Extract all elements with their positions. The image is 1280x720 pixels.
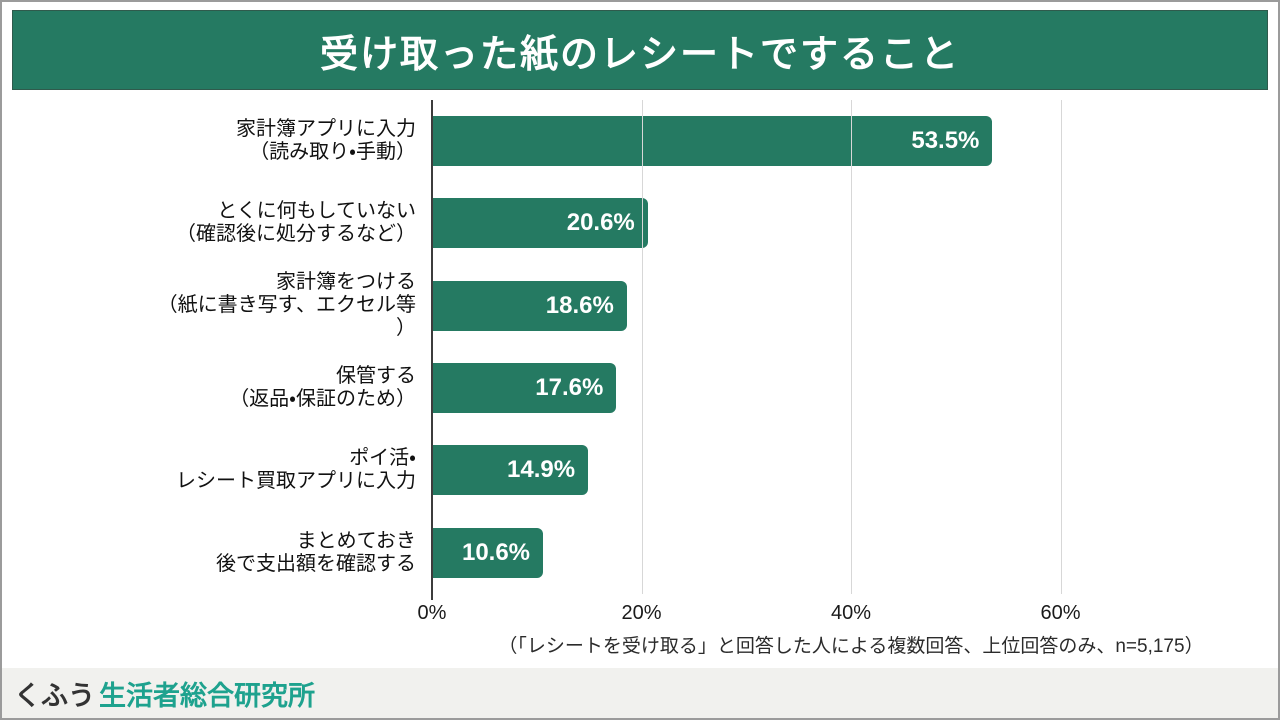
x-tick-label: 40%	[830, 602, 872, 624]
footer-bar: くふう 生活者総合研究所	[2, 668, 1278, 718]
bar: 18.6%	[432, 280, 627, 331]
gridline	[851, 100, 852, 594]
gridline	[641, 100, 643, 594]
bar-row: 10.6%	[432, 512, 1270, 594]
bar: 14.9%	[432, 445, 589, 496]
bar: 53.5%	[432, 116, 993, 167]
value-label: 10.6%	[461, 538, 531, 566]
bar-rows: 53.5% 20.6% 18.6% 17.6% 14.9% 10.6%	[432, 100, 1270, 594]
category-label: まとめておき 後で支出額を確認する	[216, 529, 416, 575]
bar-row: 14.9%	[432, 429, 1270, 511]
value-label: 53.5%	[911, 127, 980, 155]
bar: 10.6%	[432, 527, 544, 578]
page-title: 受け取った紙のレシートですること	[319, 33, 960, 76]
x-tick-label: 60%	[1040, 602, 1081, 624]
chart-plot-area: 53.5% 20.6% 18.6% 17.6% 14.9% 10.6%	[432, 100, 1270, 594]
bar: 20.6%	[432, 198, 648, 249]
category-labels: 家計簿アプリに入力 （読み取り・手動） とくに何もしていない （確認後に処分するな…	[2, 100, 424, 594]
footer-logo-kufu: くふう	[14, 680, 95, 711]
category-label: 保管する （返品・保証のため）	[229, 364, 416, 411]
title-band: 受け取った紙のレシートですること	[12, 10, 1268, 90]
bar: 17.6%	[432, 363, 617, 414]
gridline	[1060, 100, 1062, 594]
bar-row: 53.5%	[432, 100, 1270, 182]
bar-row: 18.6%	[432, 265, 1270, 347]
x-axis-tick-labels: 0% 20% 40% 60%	[418, 602, 1270, 628]
category-label: 家計簿アプリに入力 （読み取り・手動）	[236, 117, 416, 164]
y-axis-line	[431, 100, 433, 600]
value-label: 20.6%	[566, 209, 635, 237]
category-label: ポイ活・ レシート買取アプリに入力	[176, 447, 416, 493]
category-label: とくに何もしていない （確認後に処分するなど）	[176, 200, 416, 246]
category-label: 家計簿をつける （紙に書き写す、エクセル等 ）	[157, 271, 416, 340]
x-tick-label: 0%	[417, 602, 447, 624]
x-tick-label: 20%	[621, 602, 662, 624]
bar-row: 17.6%	[432, 347, 1270, 429]
value-label: 17.6%	[535, 374, 604, 402]
footer-logo-institute: 生活者総合研究所	[99, 680, 315, 711]
chart-footnote: （「レシートを受け取る」と回答した人による複数回答、上位回答のみ、n=5,175…	[498, 636, 1204, 657]
value-label: 18.6%	[545, 291, 614, 319]
value-label: 14.9%	[507, 456, 576, 484]
bar-row: 20.6%	[432, 182, 1270, 264]
